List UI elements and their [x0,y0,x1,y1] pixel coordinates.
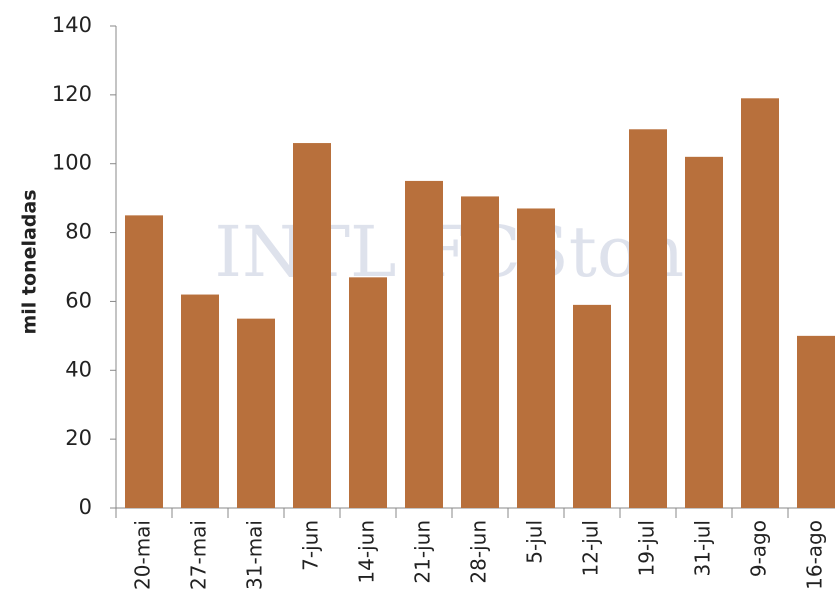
bar [573,304,611,508]
bar [349,277,387,508]
y-tick-label: 80 [65,220,92,244]
y-tick-label: 0 [79,495,92,519]
bar [797,335,835,508]
y-axis-title: mil toneladas [19,189,41,334]
bar [293,143,331,509]
x-tick-label: 31-jul [691,520,715,576]
y-tick-label: 100 [52,151,92,175]
x-tick-label: 12-jul [579,520,603,576]
y-tick-label: 140 [52,13,92,37]
bar [181,294,219,508]
bar [517,208,555,508]
y-tick-label: 60 [65,288,92,312]
bar [629,129,667,509]
y-tick-label: 20 [65,426,92,450]
x-tick-label: 16-ago [803,520,827,590]
x-tick-label: 20-mai [131,520,155,590]
x-tick-label: 14-jun [355,520,379,584]
x-tick-label: 27-mai [187,520,211,590]
bar [461,196,499,508]
bar [237,318,275,508]
bar [741,98,779,509]
y-tick-label: 40 [65,357,92,381]
x-tick-label: 31-mai [243,520,267,590]
x-tick-label: 9-ago [747,520,771,577]
x-tick-label: 7-jun [299,520,323,571]
x-tick-label: 28-jun [467,520,491,584]
y-tick-label: 120 [52,82,92,106]
bar [405,180,443,508]
bar [685,156,723,509]
x-tick-label: 19-jul [635,520,659,576]
bar [125,215,163,508]
x-tick-label: 5-jul [523,520,547,564]
x-tick-label: 21-jun [411,520,435,584]
